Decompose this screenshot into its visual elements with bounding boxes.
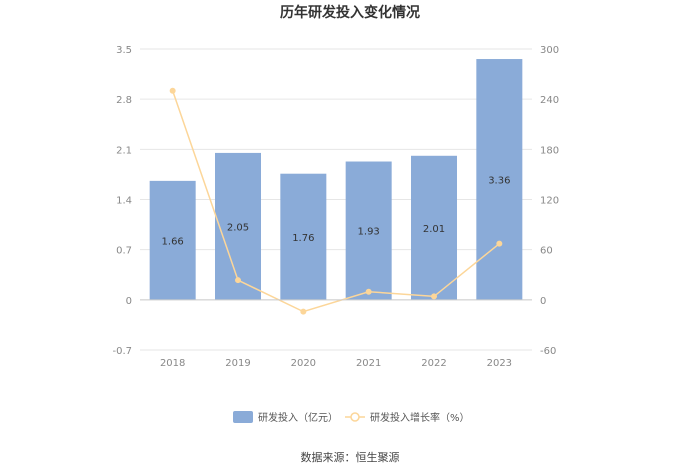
- y-left-tick-label: 1.4: [116, 196, 132, 207]
- y-left-tick-label: 0: [126, 296, 132, 307]
- x-tick-label: 2023: [487, 358, 512, 369]
- legend-line-marker: [350, 412, 360, 422]
- left-axis: 3.5 2.8 2.1 1.4 0.7 0 -0.7: [112, 45, 132, 357]
- y-right-tick-label: 300: [540, 45, 559, 56]
- chart-title: 历年研发投入变化情况: [280, 4, 420, 21]
- bar-data-label: 3.36: [488, 175, 510, 186]
- y-left-tick-label: -0.7: [112, 346, 132, 357]
- line-series: [169, 87, 503, 315]
- legend-bar-swatch: [233, 411, 253, 423]
- bar-data-label: 1.76: [292, 233, 314, 244]
- bar: [345, 161, 392, 300]
- bar: [149, 180, 196, 300]
- grid: [140, 48, 532, 351]
- growth-line: [171, 90, 500, 313]
- y-right-tick-label: 0: [540, 296, 546, 307]
- x-tick-label: 2019: [225, 358, 250, 369]
- y-right-tick-label: -60: [540, 346, 556, 357]
- bar: [411, 155, 457, 300]
- bar-series: [149, 59, 523, 300]
- line-point: [496, 240, 503, 247]
- x-tick-label: 2021: [356, 358, 381, 369]
- right-axis: 300 240 180 120 60 0 -60: [540, 45, 559, 357]
- bar-data-label: 1.93: [358, 227, 380, 238]
- legend-bar-label: 研发投入（亿元）: [258, 411, 338, 424]
- bar-data-label: 2.01: [423, 224, 445, 235]
- x-tick-label: 2020: [291, 358, 316, 369]
- y-left-tick-label: 3.5: [116, 45, 132, 56]
- y-right-tick-label: 240: [540, 95, 559, 106]
- line-point: [235, 277, 241, 284]
- bar-data-labels: 1.66 2.05 1.76 1.93 2.01 3.36: [162, 175, 511, 247]
- bar: [476, 59, 523, 300]
- line-point: [431, 293, 437, 300]
- bar-data-label: 1.66: [162, 236, 184, 247]
- bar: [215, 152, 261, 300]
- y-left-tick-label: 2.1: [116, 145, 132, 156]
- y-left-tick-label: 0.7: [116, 246, 132, 257]
- line-point: [300, 308, 307, 315]
- y-left-tick-label: 2.8: [116, 95, 132, 106]
- y-right-tick-label: 60: [540, 246, 553, 257]
- line-point: [169, 87, 176, 94]
- x-axis: 2018 2019 2020 2021 2022 2023: [140, 299, 532, 369]
- y-right-tick-label: 180: [540, 145, 559, 156]
- x-tick-label: 2022: [421, 358, 446, 369]
- source-note: 数据来源：恒生聚源: [301, 450, 400, 464]
- bar-data-label: 2.05: [227, 222, 249, 233]
- y-right-tick-label: 120: [540, 196, 559, 207]
- line-point: [365, 288, 372, 295]
- legend: 研发投入（亿元） 研发投入增长率（%）: [233, 411, 470, 424]
- legend-line-label: 研发投入增长率（%）: [370, 411, 470, 424]
- bar: [280, 173, 327, 300]
- x-tick-label: 2018: [160, 358, 185, 369]
